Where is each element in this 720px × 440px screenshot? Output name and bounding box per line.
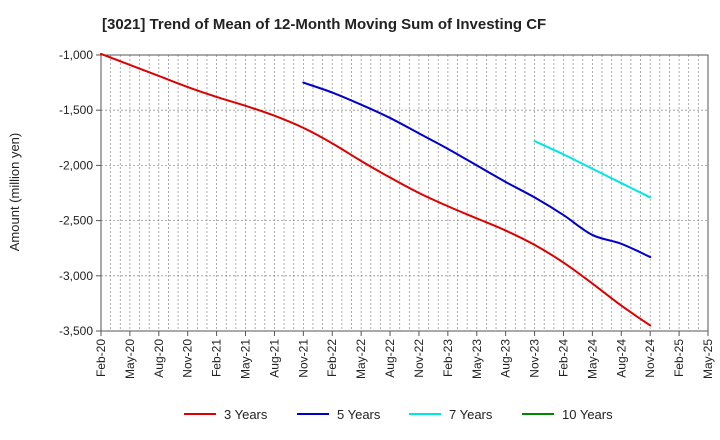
x-tick-label: Nov-20 [181,339,195,378]
x-tick-label: May-20 [123,339,137,379]
legend-label-5-years: 5 Years [337,407,381,422]
x-tick-label: Aug-21 [267,339,281,378]
x-axis: Feb-20 May-20 Aug-20 Nov-20 Feb-21 May-21 Aug-… [94,331,715,379]
x-tick-label: Aug-24 [614,339,628,378]
x-tick-label: May-23 [470,339,484,379]
x-tick-label: Aug-23 [499,339,513,378]
x-tick-label: Feb-20 [94,339,108,377]
x-tick-label: May-22 [354,339,368,379]
x-tick-label: Aug-20 [152,339,166,378]
legend-label-10-years: 10 Years [562,407,613,422]
chart-title: [3021] Trend of Mean of 12-Month Moving … [102,16,546,33]
legend: 3 Years 5 Years 7 Years 10 Years [184,407,613,422]
series-line-7-years [533,140,652,199]
series-line-5-years [302,81,652,259]
x-tick-label: Feb-24 [556,339,570,377]
grid [101,54,708,332]
x-tick-label: Feb-25 [672,339,686,377]
series-line-3-years [100,52,652,327]
x-tick-label: Feb-21 [210,339,224,377]
y-tick-label: -1,000 [59,48,93,62]
y-axis: -1,000 -1,500 -2,000 -2,500 -3,000 -3,500 [59,48,101,338]
x-tick-label: May-24 [585,339,599,379]
x-tick-label: Nov-24 [643,339,657,378]
x-tick-label: Nov-22 [412,339,426,378]
y-tick-label: -3,000 [59,269,93,283]
x-tick-label: Aug-22 [383,339,397,378]
legend-label-3-years: 3 Years [224,407,268,422]
plot-area-frame [100,54,709,332]
y-tick-label: -3,500 [59,324,93,338]
legend-label-7-years: 7 Years [449,407,493,422]
x-tick-label: Feb-22 [325,339,339,377]
y-tick-label: -2,500 [59,214,93,228]
y-tick-label: -2,000 [59,158,93,172]
y-tick-label: -1,500 [59,103,93,117]
x-tick-label: Nov-21 [296,339,310,378]
x-tick-label: Nov-23 [528,339,542,378]
y-axis-label: Amount (million yen) [7,133,22,252]
x-tick-label: May-21 [239,339,253,379]
series-lines [100,52,652,327]
x-tick-label: May-25 [701,339,715,379]
x-tick-label: Feb-23 [441,339,455,377]
